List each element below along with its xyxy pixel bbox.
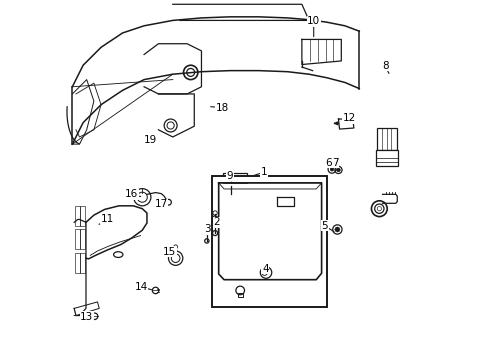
Text: 18: 18 bbox=[215, 103, 228, 113]
Text: 5: 5 bbox=[321, 221, 327, 231]
Text: 17: 17 bbox=[154, 199, 167, 210]
Text: 8: 8 bbox=[381, 61, 388, 71]
Text: 3: 3 bbox=[203, 225, 210, 234]
Text: 12: 12 bbox=[342, 113, 355, 123]
Text: 4: 4 bbox=[262, 264, 268, 274]
Text: 9: 9 bbox=[226, 171, 233, 181]
Bar bbox=[376, 149, 397, 166]
Text: 7: 7 bbox=[331, 158, 338, 168]
Bar bbox=[237, 293, 243, 297]
Bar bbox=[80, 206, 85, 226]
Text: 11: 11 bbox=[101, 214, 114, 224]
Bar bbox=[376, 128, 396, 149]
Circle shape bbox=[336, 168, 340, 172]
Text: 1: 1 bbox=[261, 167, 267, 177]
Bar bbox=[75, 206, 80, 226]
Text: 6: 6 bbox=[325, 158, 331, 168]
Text: 13: 13 bbox=[80, 312, 93, 322]
Circle shape bbox=[329, 167, 333, 171]
Text: 14: 14 bbox=[134, 282, 147, 292]
Bar bbox=[223, 173, 247, 186]
Text: 16: 16 bbox=[124, 189, 138, 199]
Circle shape bbox=[334, 227, 339, 232]
Text: 10: 10 bbox=[306, 17, 320, 27]
Bar bbox=[75, 253, 80, 273]
Bar bbox=[80, 253, 85, 273]
Bar bbox=[75, 229, 80, 249]
Circle shape bbox=[376, 207, 381, 211]
Bar bbox=[80, 229, 85, 249]
Text: 15: 15 bbox=[163, 247, 176, 257]
Bar bbox=[211, 176, 326, 307]
Text: 19: 19 bbox=[143, 135, 157, 145]
Text: 2: 2 bbox=[213, 217, 220, 227]
